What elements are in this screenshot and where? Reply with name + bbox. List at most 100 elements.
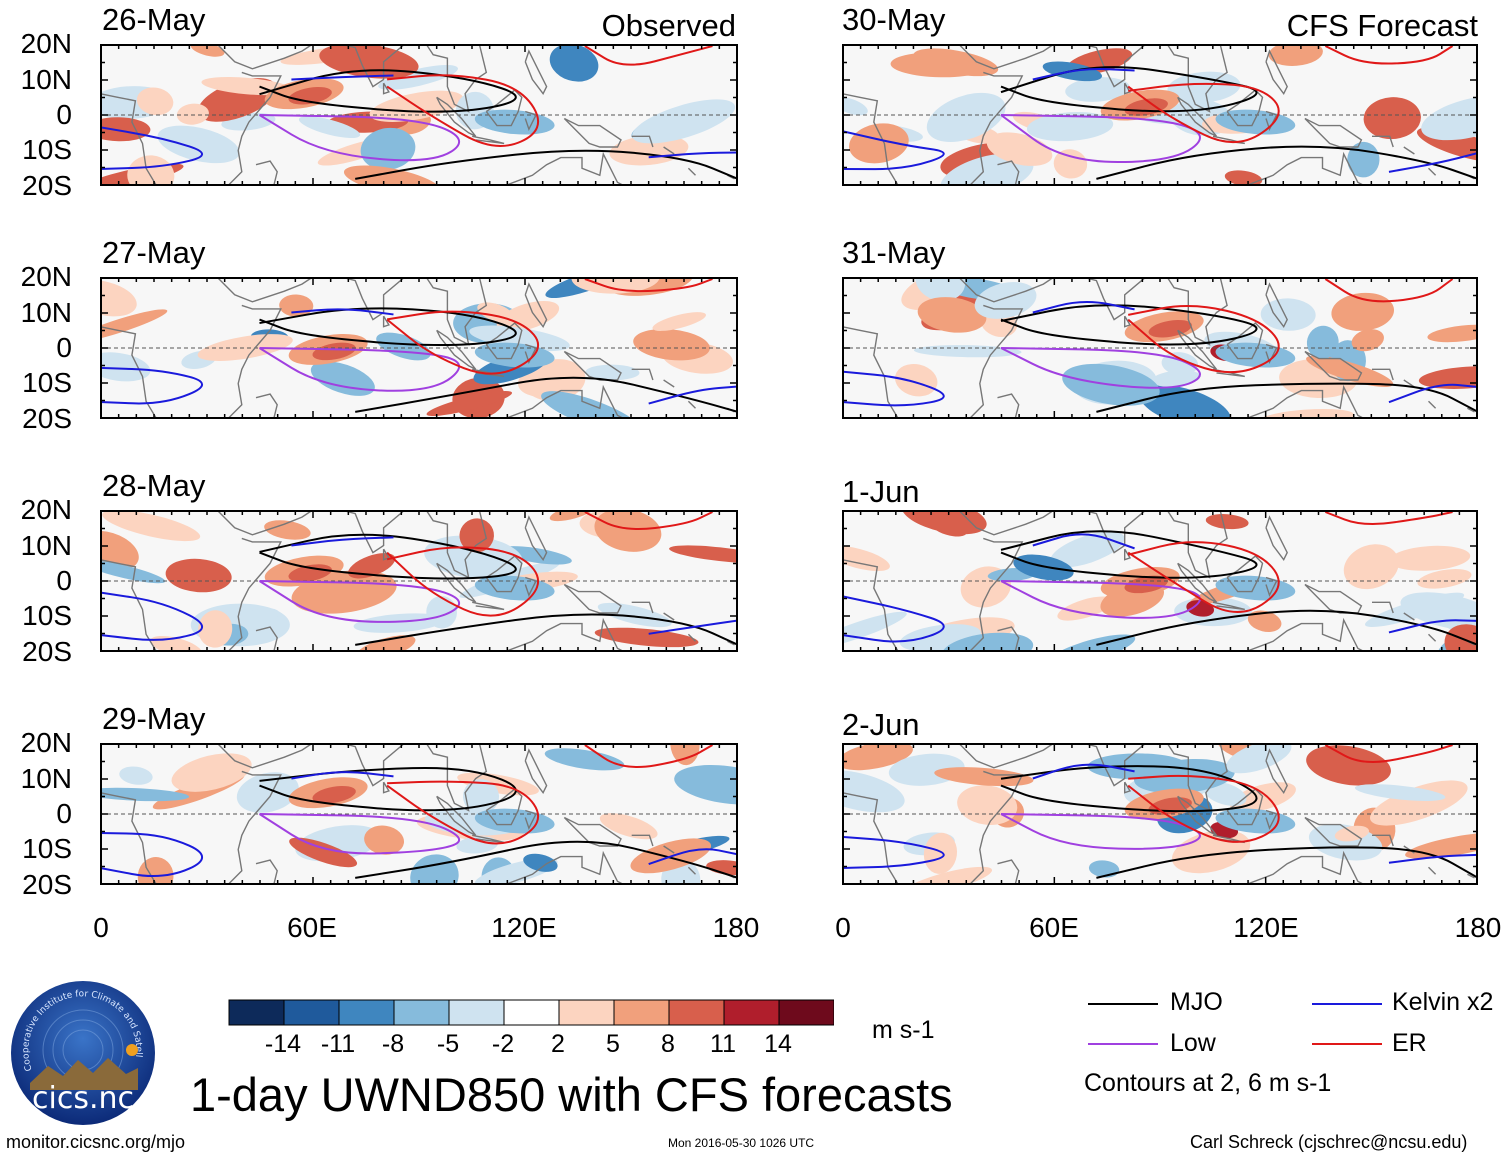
coastline (524, 343, 537, 365)
kelvin-contour (648, 385, 738, 405)
er-contour (386, 74, 540, 147)
coastline (227, 537, 282, 652)
lon-tick-left-180: 180 (712, 912, 760, 943)
coastline (631, 834, 654, 847)
wind-anomaly-shading (355, 635, 416, 652)
coastline (1244, 850, 1366, 885)
coastline (663, 379, 675, 388)
coastline (968, 71, 1024, 186)
wind-anomaly-shading (1026, 111, 1114, 142)
map-panel-observed-4 (100, 743, 738, 885)
kelvin-contour (100, 126, 204, 170)
wind-anomaly-shading (235, 608, 280, 627)
lat-tick-row3-1: 10N (20, 530, 72, 561)
coastline (1467, 407, 1475, 413)
wind-anomaly-shading (940, 153, 1034, 186)
coastline (216, 743, 314, 769)
wind-anomaly-shading (842, 770, 905, 813)
footer-url[interactable]: monitor.cicsnc.org/mjo (6, 1132, 186, 1152)
mjo-contour (355, 376, 738, 413)
coastline (382, 82, 390, 95)
coastline (1372, 368, 1394, 381)
panel-date-forecast-1: 30-May (842, 2, 946, 37)
wind-anomaly-shading (1417, 569, 1472, 589)
coastline (255, 160, 278, 186)
coastline (340, 277, 406, 321)
panel-date-observed-3: 28-May (102, 468, 206, 503)
mjo-contour (355, 149, 738, 180)
lat-tick-row4-0: 20N (20, 727, 72, 758)
coastline (958, 277, 1055, 303)
wind-anomaly-shading (585, 364, 640, 381)
colorbar-label: -11 (320, 1030, 356, 1058)
colorbar-swatch (613, 999, 670, 1026)
wind-anomaly-shading (474, 342, 555, 368)
kelvin-contour (648, 619, 738, 635)
colorbar-label: 14 (764, 1030, 792, 1058)
coastline (997, 626, 1020, 652)
low-contour (1000, 580, 1201, 619)
wind-anomaly-shading (517, 365, 573, 397)
kelvin-contour (1388, 152, 1478, 173)
coastline (958, 510, 1055, 536)
wind-anomaly-shading (236, 772, 299, 813)
colorbar-swatch (723, 999, 780, 1026)
wind-anomaly-shading (100, 530, 139, 571)
kelvin-contour (842, 130, 945, 171)
legend-label-mjo: MJO (1170, 988, 1223, 1016)
lat-tick-row2-3: 10S (22, 367, 72, 398)
lon-tick-right-60e: 60E (1029, 912, 1079, 943)
lat-tick-row1-0: 20N (20, 28, 72, 59)
coastline (436, 96, 477, 137)
panel-date-observed-1: 26-May (102, 2, 206, 37)
legend-label-low: Low (1170, 1029, 1216, 1057)
coastline (436, 562, 477, 603)
lon-tick-right-180: 180 (1454, 912, 1502, 943)
wind-anomaly-shading (915, 277, 966, 302)
wind-anomaly-shading (1205, 514, 1249, 530)
lon-tick-left-120e: 120E (491, 912, 557, 943)
coastline (563, 583, 622, 614)
wind-anomaly-shading (474, 575, 555, 601)
colorbar-swatch (558, 999, 615, 1026)
lon-tick-right-120e: 120E (1233, 912, 1299, 943)
lat-tick-row3-0: 20N (20, 494, 72, 525)
mjo-contour (1096, 846, 1478, 879)
coastline (227, 71, 282, 186)
low-contour (258, 580, 460, 623)
wind-anomaly-shading (901, 510, 987, 535)
lat-tick-row2-4: 20S (22, 403, 72, 434)
wind-anomaly-shading (100, 117, 151, 142)
low-contour (258, 347, 460, 392)
wind-anomaly-shading (100, 280, 137, 317)
coastline (563, 117, 622, 148)
coastline (1082, 510, 1147, 554)
er-contour (386, 780, 540, 845)
wind-anomaly-shading (198, 610, 233, 648)
coastline (1244, 617, 1366, 652)
lat-tick-row3-3: 10S (22, 600, 72, 631)
coastline (227, 304, 282, 419)
wind-anomaly-shading (424, 535, 523, 579)
er-contour (1127, 82, 1280, 144)
coastline (425, 44, 488, 113)
er-contour (386, 310, 540, 375)
wind-anomaly-shading (1354, 784, 1446, 801)
wind-anomaly-shading (674, 765, 738, 805)
er-contour (1324, 278, 1454, 303)
wind-anomaly-shading (890, 52, 990, 78)
wind-anomaly-shading (669, 545, 738, 564)
wind-anomaly-shading (594, 510, 662, 552)
lat-tick-row3-2: 0 (56, 565, 72, 596)
kelvin-contour (1032, 301, 1135, 314)
coastline (1124, 315, 1132, 328)
wind-anomaly-shading (594, 627, 699, 648)
wind-anomaly-shading (100, 787, 190, 802)
coastline (1177, 562, 1218, 603)
coastline (663, 146, 675, 155)
wind-anomaly-shading (353, 613, 446, 633)
kelvin-contour (291, 308, 394, 316)
coastline (687, 866, 696, 875)
coastline (958, 743, 1055, 769)
lat-tick-row4-3: 10S (22, 833, 72, 864)
